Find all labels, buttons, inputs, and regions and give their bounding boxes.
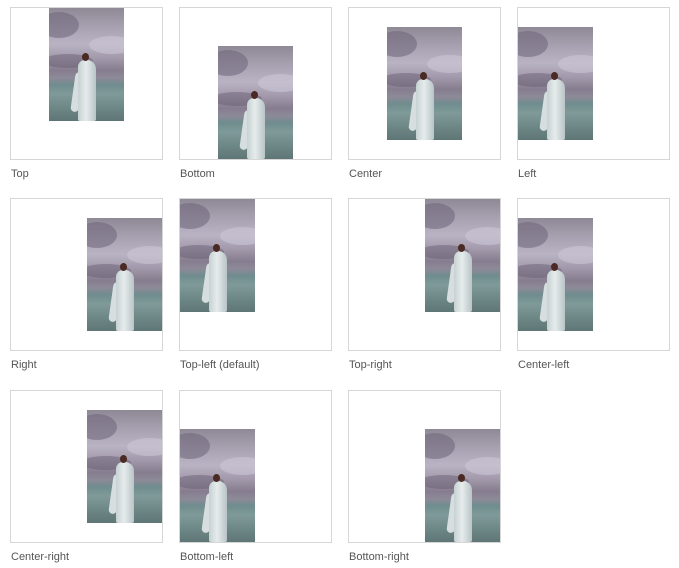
example-center-left: Center-left <box>517 198 670 371</box>
example-bottom: Bottom <box>179 7 332 180</box>
sample-photo <box>425 199 500 312</box>
example-center: Center <box>348 7 501 180</box>
image-frame <box>348 390 501 543</box>
example-label: Left <box>518 168 537 180</box>
example-bottom-right: Bottom-right <box>348 390 501 563</box>
sample-photo <box>180 199 255 312</box>
example-label: Bottom <box>180 168 215 180</box>
example-label: Top-left (default) <box>180 359 260 371</box>
example-label: Bottom-right <box>349 551 409 563</box>
example-label: Top <box>11 168 29 180</box>
sample-photo <box>87 410 162 523</box>
sample-photo <box>425 429 500 542</box>
image-frame <box>348 7 501 160</box>
image-frame <box>10 7 163 160</box>
sample-photo <box>518 218 593 331</box>
sample-photo <box>218 46 293 159</box>
sample-photo <box>87 218 162 331</box>
example-center-right: Center-right <box>10 390 163 563</box>
sample-photo <box>49 8 124 121</box>
image-frame <box>517 198 670 351</box>
example-label: Top-right <box>349 359 392 371</box>
example-left: Left <box>517 7 670 180</box>
image-frame <box>179 390 332 543</box>
image-frame <box>10 390 163 543</box>
example-top-right: Top-right <box>348 198 501 371</box>
image-frame <box>179 198 332 351</box>
sample-photo <box>518 27 593 140</box>
image-frame <box>348 198 501 351</box>
example-label: Bottom-left <box>180 551 234 563</box>
example-bottom-left: Bottom-left <box>179 390 332 563</box>
example-label: Center <box>349 168 383 180</box>
example-label: Center-right <box>11 551 70 563</box>
example-top: Top <box>10 7 163 180</box>
example-right: Right <box>10 198 163 371</box>
image-frame <box>517 7 670 160</box>
example-top-left: Top-left (default) <box>179 198 332 371</box>
image-frame <box>179 7 332 160</box>
example-label: Right <box>11 359 37 371</box>
sample-photo <box>180 429 255 542</box>
image-frame <box>10 198 163 351</box>
example-label: Center-left <box>518 359 570 371</box>
sample-photo <box>387 27 462 140</box>
